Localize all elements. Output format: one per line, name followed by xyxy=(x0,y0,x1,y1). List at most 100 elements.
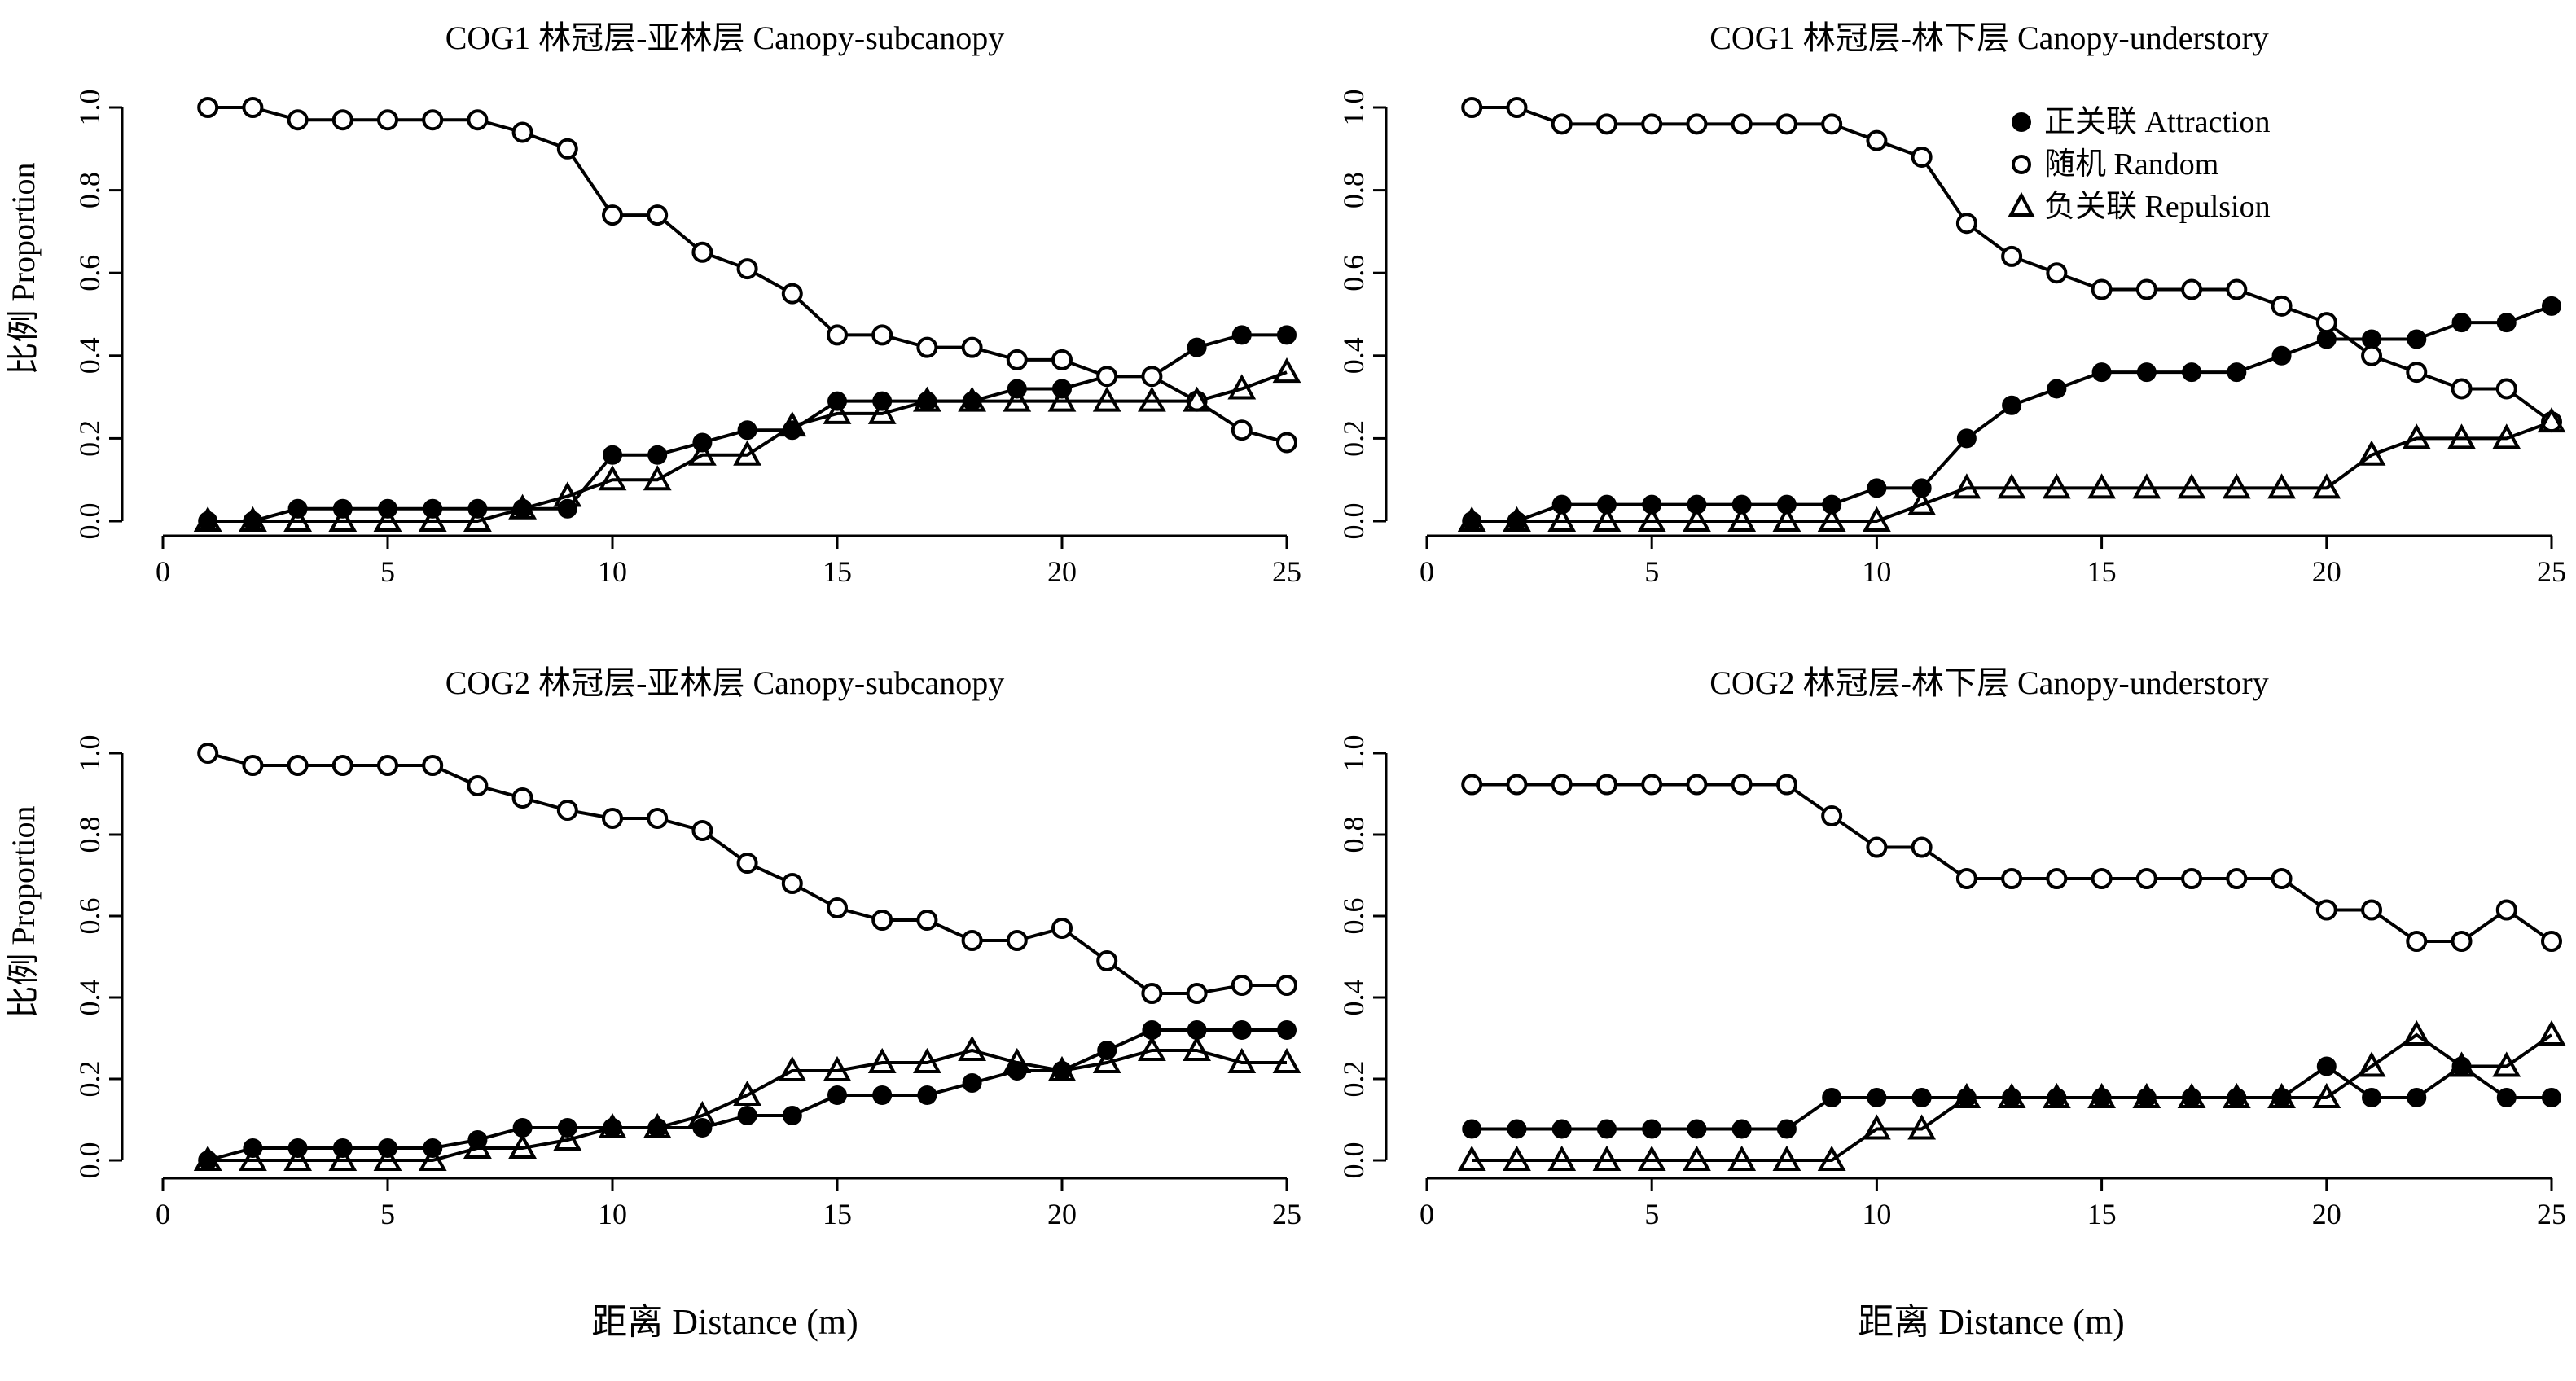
data-point-random xyxy=(2451,378,2473,400)
legend-label-random: 随机 Random xyxy=(2044,147,2218,182)
data-point-random xyxy=(961,930,983,951)
x-tick-label: 10 xyxy=(1862,555,1891,588)
data-point-random xyxy=(1731,774,1753,796)
data-point-random xyxy=(1731,113,1753,135)
data-point-random xyxy=(1641,113,1663,135)
data-point-repulsion xyxy=(373,506,402,532)
chart-panel-1: COG1 林冠层-亚林层 Canopy-subcanopy 0 5 10 15 20 25 0… xyxy=(73,20,1301,588)
data-point-random xyxy=(2226,868,2248,889)
data-point-repulsion xyxy=(2357,1051,2386,1077)
y-tick-label: 0.6 xyxy=(73,898,106,935)
data-point-random xyxy=(647,808,669,829)
x-tick-label: 0 xyxy=(1420,555,1434,588)
data-point-attraction xyxy=(1551,1119,1572,1139)
x-tick-label: 15 xyxy=(2087,555,2117,588)
data-point-repulsion xyxy=(418,1145,447,1171)
data-point-random xyxy=(1231,419,1253,441)
data-point-attraction xyxy=(2316,329,2337,349)
data-point-random xyxy=(691,820,713,841)
data-point-repulsion xyxy=(2222,1082,2251,1108)
data-point-repulsion xyxy=(2042,473,2071,499)
data-point-repulsion xyxy=(1952,1082,1981,1108)
data-point-random xyxy=(2361,899,2383,921)
data-point-repulsion xyxy=(1457,1145,1486,1171)
y-tick-label: 0.0 xyxy=(1337,1142,1370,1179)
data-point-repulsion xyxy=(508,1133,538,1159)
data-point-repulsion xyxy=(1092,1047,1121,1073)
data-point-repulsion xyxy=(1272,1047,1301,1073)
data-point-repulsion xyxy=(2177,1082,2206,1108)
data-point-random xyxy=(827,324,848,346)
y-tick-label: 0.8 xyxy=(73,172,106,208)
legend-marker-open-triangle xyxy=(2008,191,2035,217)
legend-entry-repulsion: 负关联 Repulsion xyxy=(2008,190,2271,224)
x-axis-label-right: 距离 Distance (m) xyxy=(1858,1302,2124,1342)
legend-label-repulsion: 负关联 Repulsion xyxy=(2044,190,2271,224)
data-point-random xyxy=(1595,113,1617,135)
data-point-random xyxy=(511,787,533,809)
data-point-random xyxy=(1955,868,1977,889)
chart-title: COG2 林冠层-林下层 Canopy-understory xyxy=(1709,664,2269,701)
x-tick-label: 5 xyxy=(1644,555,1659,588)
data-point-repulsion xyxy=(2537,406,2566,433)
data-point-repulsion xyxy=(1683,1145,1711,1171)
data-point-random xyxy=(2135,278,2157,300)
data-point-repulsion xyxy=(2132,473,2161,499)
data-point-attraction xyxy=(1642,1119,1662,1139)
data-point-repulsion xyxy=(2222,473,2251,499)
data-point-attraction xyxy=(1187,337,1207,357)
legend-label-attraction: 正关联 Attraction xyxy=(2044,105,2271,139)
data-point-random xyxy=(1276,432,1297,454)
data-point-repulsion xyxy=(912,1047,941,1073)
data-point-attraction xyxy=(2407,329,2427,349)
data-point-repulsion xyxy=(2312,473,2341,499)
x-tick-label: 0 xyxy=(156,1198,170,1230)
y-tick-label: 0.4 xyxy=(1337,337,1370,374)
data-point-attraction xyxy=(1867,478,1887,498)
data-point-repulsion xyxy=(2492,423,2521,449)
series-line-repulsion xyxy=(1472,420,2552,523)
x-tick-label: 5 xyxy=(380,555,395,588)
data-point-random xyxy=(287,755,309,776)
data-point-attraction xyxy=(1822,1088,1842,1107)
x-tick-label: 10 xyxy=(598,1198,627,1230)
y-tick-label: 0.6 xyxy=(73,255,106,292)
data-point-repulsion xyxy=(328,1145,358,1171)
data-point-random xyxy=(736,853,758,874)
data-point-repulsion xyxy=(1272,357,1301,384)
data-point-attraction xyxy=(737,1106,757,1125)
legend: 正关联 Attraction 随机 Random 负关联 Repulsion xyxy=(2008,105,2271,224)
data-point-attraction xyxy=(1277,325,1297,345)
y-tick-label: 0.4 xyxy=(73,980,106,1016)
series-line-repulsion xyxy=(208,370,1288,523)
data-point-repulsion xyxy=(1952,473,1981,499)
data-point-repulsion xyxy=(823,398,852,424)
data-point-repulsion xyxy=(643,1112,672,1138)
data-point-repulsion xyxy=(687,1100,717,1126)
data-point-repulsion xyxy=(1637,1145,1666,1171)
data-point-random xyxy=(2001,245,2023,267)
data-point-repulsion xyxy=(238,506,267,532)
data-point-random xyxy=(331,755,353,776)
data-point-random xyxy=(2406,931,2428,952)
data-point-repulsion xyxy=(2357,440,2386,466)
data-point-repulsion xyxy=(328,506,358,532)
data-point-repulsion xyxy=(1997,1082,2026,1108)
data-point-random xyxy=(2046,262,2068,284)
data-point-random xyxy=(1686,774,1708,796)
data-point-attraction xyxy=(1277,1020,1297,1040)
data-point-repulsion xyxy=(867,1047,897,1073)
data-point-attraction xyxy=(2136,362,2157,383)
data-point-random xyxy=(1911,836,1933,858)
data-point-repulsion xyxy=(1727,1145,1757,1171)
data-point-random xyxy=(242,97,264,118)
y-tick-label: 0.8 xyxy=(1337,172,1370,208)
y-tick-label: 0.6 xyxy=(1337,898,1370,935)
data-point-repulsion xyxy=(1637,506,1666,532)
data-point-random xyxy=(1641,774,1663,796)
x-tick-label: 0 xyxy=(1420,1198,1434,1230)
data-point-random xyxy=(1096,366,1118,388)
y-tick-label: 0.4 xyxy=(1337,980,1370,1016)
data-point-random xyxy=(2135,868,2157,889)
